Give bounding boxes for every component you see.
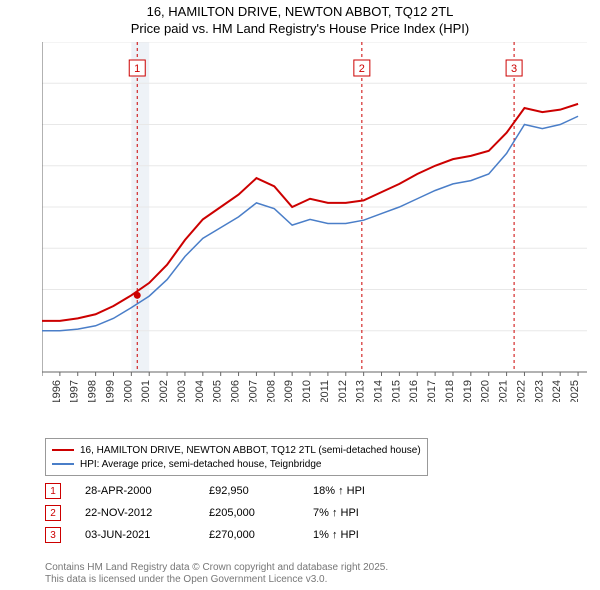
chart-title: 16, HAMILTON DRIVE, NEWTON ABBOT, TQ12 2… — [0, 0, 600, 38]
chart-plot-area: £0£50K£100K£150K£200K£250K£300K£350K£400… — [42, 42, 587, 402]
attribution-line-2: This data is licensed under the Open Gov… — [45, 574, 388, 586]
annotation-marker-2: 2 — [45, 505, 61, 521]
chart-legend: 16, HAMILTON DRIVE, NEWTON ABBOT, TQ12 2… — [45, 438, 428, 476]
svg-text:2001: 2001 — [140, 380, 152, 402]
svg-text:2006: 2006 — [230, 380, 242, 402]
svg-text:2000: 2000 — [122, 380, 134, 402]
annotation-row: 3 03-JUN-2021 £270,000 1% ↑ HPI — [45, 524, 393, 546]
annotation-row: 2 22-NOV-2012 £205,000 7% ↑ HPI — [45, 502, 393, 524]
annotation-date: 03-JUN-2021 — [85, 529, 185, 541]
legend-label-hpi: HPI: Average price, semi-detached house,… — [80, 459, 321, 470]
legend-swatch-property — [52, 449, 74, 451]
svg-text:2004: 2004 — [194, 380, 206, 402]
svg-text:1999: 1999 — [104, 380, 116, 402]
legend-row-property: 16, HAMILTON DRIVE, NEWTON ABBOT, TQ12 2… — [52, 443, 421, 457]
svg-text:2015: 2015 — [390, 380, 402, 402]
svg-text:3: 3 — [511, 63, 517, 75]
svg-text:2016: 2016 — [408, 380, 420, 402]
annotation-date: 22-NOV-2012 — [85, 507, 185, 519]
legend-row-hpi: HPI: Average price, semi-detached house,… — [52, 457, 421, 471]
svg-text:1: 1 — [134, 63, 140, 75]
annotation-pct: 7% ↑ HPI — [313, 507, 393, 519]
svg-text:2009: 2009 — [283, 380, 295, 402]
annotation-price: £270,000 — [209, 529, 289, 541]
title-line-1: 16, HAMILTON DRIVE, NEWTON ABBOT, TQ12 2… — [0, 4, 600, 21]
svg-text:2019: 2019 — [462, 380, 474, 402]
legend-label-property: 16, HAMILTON DRIVE, NEWTON ABBOT, TQ12 2… — [80, 445, 421, 456]
svg-text:2014: 2014 — [373, 380, 385, 402]
annotation-date: 28-APR-2000 — [85, 485, 185, 497]
annotation-marker-1: 1 — [45, 483, 61, 499]
svg-text:2002: 2002 — [158, 380, 170, 402]
annotation-pct: 1% ↑ HPI — [313, 529, 393, 541]
annotation-table: 1 28-APR-2000 £92,950 18% ↑ HPI 2 22-NOV… — [45, 480, 393, 546]
svg-text:1996: 1996 — [51, 380, 63, 402]
svg-text:1998: 1998 — [87, 380, 99, 402]
annotation-price: £205,000 — [209, 507, 289, 519]
svg-text:2003: 2003 — [176, 380, 188, 402]
svg-text:2: 2 — [359, 63, 365, 75]
svg-text:1995: 1995 — [42, 380, 45, 402]
svg-text:2023: 2023 — [533, 380, 545, 402]
annotation-pct: 18% ↑ HPI — [313, 485, 393, 497]
title-line-2: Price paid vs. HM Land Registry's House … — [0, 21, 600, 38]
annotation-row: 1 28-APR-2000 £92,950 18% ↑ HPI — [45, 480, 393, 502]
svg-text:1997: 1997 — [69, 380, 81, 402]
svg-text:2024: 2024 — [551, 380, 563, 402]
svg-text:2012: 2012 — [337, 380, 349, 402]
svg-text:2011: 2011 — [319, 380, 331, 402]
svg-text:2022: 2022 — [515, 380, 527, 402]
svg-text:2008: 2008 — [265, 380, 277, 402]
svg-text:2018: 2018 — [444, 380, 456, 402]
legend-swatch-hpi — [52, 463, 74, 465]
line-chart-svg: £0£50K£100K£150K£200K£250K£300K£350K£400… — [42, 42, 587, 402]
attribution-line-1: Contains HM Land Registry data © Crown c… — [45, 562, 388, 574]
annotation-price: £92,950 — [209, 485, 289, 497]
annotation-marker-3: 3 — [45, 527, 61, 543]
svg-text:2025: 2025 — [569, 380, 581, 402]
svg-text:2007: 2007 — [247, 380, 259, 402]
svg-text:2005: 2005 — [212, 380, 224, 402]
svg-text:2021: 2021 — [498, 380, 510, 402]
svg-text:2020: 2020 — [480, 380, 492, 402]
svg-text:2010: 2010 — [301, 380, 313, 402]
svg-text:2017: 2017 — [426, 380, 438, 402]
svg-text:2013: 2013 — [355, 380, 367, 402]
attribution-text: Contains HM Land Registry data © Crown c… — [45, 562, 388, 586]
